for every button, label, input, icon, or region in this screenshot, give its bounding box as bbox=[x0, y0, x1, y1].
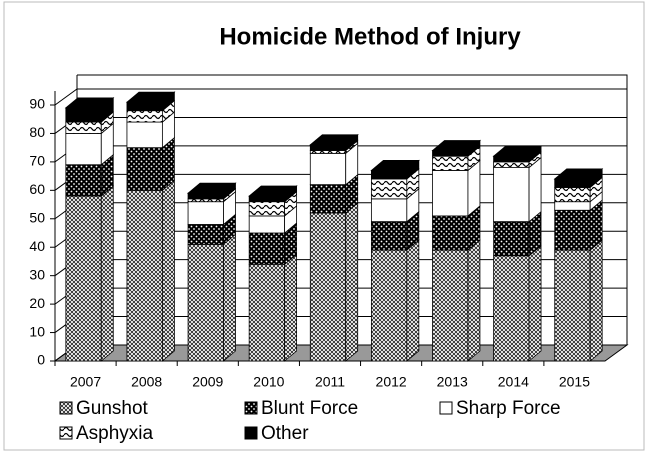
bar-top bbox=[309, 134, 359, 146]
legend-swatch bbox=[439, 401, 453, 415]
bar-segment bbox=[554, 187, 591, 203]
y-tick-label: 60 bbox=[29, 181, 45, 197]
legend-label: Other bbox=[261, 423, 309, 444]
bar-segment bbox=[309, 212, 347, 362]
bar-segment bbox=[126, 110, 163, 123]
legend-swatch bbox=[244, 426, 258, 440]
bar-segment bbox=[493, 221, 530, 257]
bar-segment bbox=[126, 147, 163, 191]
bar-segment bbox=[554, 178, 591, 188]
bar-segment bbox=[65, 133, 102, 166]
x-tick-label: 2007 bbox=[70, 374, 101, 390]
bar-segment bbox=[432, 249, 469, 362]
bar-segment bbox=[493, 167, 530, 223]
bar-segment bbox=[65, 164, 102, 197]
bar-segment bbox=[126, 189, 163, 362]
x-tick-label: 2009 bbox=[192, 374, 223, 390]
bar-side bbox=[223, 233, 236, 362]
bar-segment bbox=[248, 195, 286, 203]
grid-line bbox=[54, 88, 627, 106]
y-tick-label: 70 bbox=[29, 153, 45, 169]
legend-label: Gunshot bbox=[76, 398, 149, 419]
bar-segment bbox=[370, 249, 408, 362]
bar-segment bbox=[65, 195, 102, 362]
bar-segment bbox=[432, 215, 469, 251]
bar-segment bbox=[493, 155, 530, 163]
bar-segment bbox=[248, 263, 286, 362]
bar-segment bbox=[493, 255, 530, 362]
bar-side bbox=[467, 239, 481, 362]
chart-frame bbox=[3, 1, 645, 451]
bar-side bbox=[161, 179, 175, 362]
bar-segment bbox=[65, 121, 102, 134]
bar-segment bbox=[309, 144, 347, 151]
y-tick-label: 80 bbox=[29, 124, 45, 140]
y-tick-label: 0 bbox=[37, 352, 45, 368]
bar-segment bbox=[309, 184, 347, 214]
y-tick-label: 10 bbox=[29, 323, 45, 339]
bar-segment bbox=[187, 243, 224, 362]
legend-swatch bbox=[59, 426, 73, 440]
bar-segment bbox=[370, 170, 408, 180]
bar-side bbox=[284, 253, 298, 362]
bar-top bbox=[125, 91, 176, 103]
bar-side bbox=[345, 202, 359, 362]
bar-segment bbox=[248, 232, 286, 265]
bar-segment bbox=[432, 155, 469, 171]
bar-side bbox=[589, 239, 603, 362]
bar-segment bbox=[493, 161, 530, 168]
bar-segment bbox=[126, 121, 163, 149]
x-tick-label: 2010 bbox=[253, 374, 284, 390]
y-tick-label: 30 bbox=[29, 266, 45, 282]
y-tick-label: 20 bbox=[29, 295, 45, 311]
bar-side bbox=[100, 185, 114, 362]
bar-side bbox=[528, 156, 542, 223]
bar-segment bbox=[370, 198, 408, 223]
legend-swatch bbox=[59, 401, 73, 415]
legend-label: Sharp Force bbox=[456, 398, 561, 419]
bar-top bbox=[248, 185, 298, 197]
x-tick-label: 2008 bbox=[131, 374, 162, 390]
bar-segment bbox=[554, 209, 591, 251]
chart-title: Homicide Method of Injury bbox=[219, 23, 521, 50]
bar-segment bbox=[187, 224, 224, 245]
x-tick-label: 2011 bbox=[315, 374, 345, 390]
bar-side bbox=[406, 239, 420, 362]
bar-segment bbox=[187, 192, 224, 200]
bar-segment bbox=[248, 201, 286, 217]
bar-segment bbox=[554, 249, 591, 362]
legend-label: Blunt Force bbox=[261, 398, 358, 419]
bar-side bbox=[528, 244, 542, 362]
legend-swatch bbox=[244, 401, 258, 415]
bar-segment bbox=[126, 101, 163, 112]
bar-segment bbox=[432, 170, 469, 217]
bar-top bbox=[492, 145, 543, 157]
bar-segment bbox=[309, 150, 347, 154]
bar-segment bbox=[309, 152, 347, 186]
bar-top bbox=[64, 97, 115, 109]
bar-segment bbox=[248, 215, 286, 234]
bar-segment bbox=[370, 221, 408, 251]
bar-segment bbox=[187, 198, 224, 203]
bar-top bbox=[186, 182, 237, 194]
legend-label: Asphyxia bbox=[76, 423, 154, 444]
y-tick-label: 90 bbox=[29, 96, 45, 112]
bar-segment bbox=[65, 107, 102, 123]
x-tick-label: 2012 bbox=[376, 374, 407, 390]
bar-top bbox=[553, 168, 604, 180]
bar-segment bbox=[554, 201, 591, 211]
x-tick-label: 2013 bbox=[437, 374, 468, 390]
y-tick-label: 50 bbox=[29, 209, 45, 225]
bar-segment bbox=[370, 178, 408, 200]
y-tick-label: 40 bbox=[29, 238, 45, 254]
x-tick-label: 2015 bbox=[559, 374, 590, 390]
bar-segment bbox=[432, 150, 469, 157]
bar-segment bbox=[187, 201, 224, 225]
bar-top bbox=[431, 140, 482, 151]
x-tick-label: 2014 bbox=[498, 374, 529, 390]
bar-top bbox=[370, 160, 420, 171]
